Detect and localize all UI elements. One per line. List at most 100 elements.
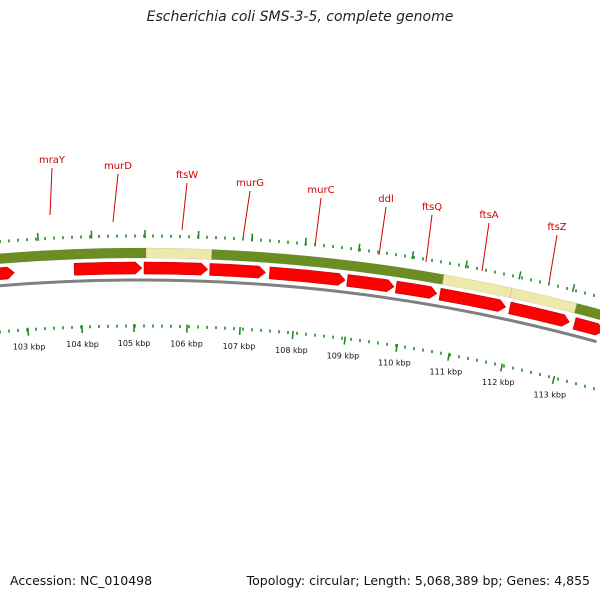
gene-leader-line [378,206,387,256]
cds-track [0,247,600,321]
scale-dot [575,289,577,293]
scale-tick [571,283,576,293]
scale-dot [143,234,145,238]
scale-dot [359,248,361,252]
scale-dot [476,358,478,362]
scale-dot [98,325,100,329]
scale-dot [17,328,19,332]
gene-arrow [438,287,507,312]
scale-dot [431,258,433,262]
scale-dot [593,293,595,297]
scale-dot [53,326,55,330]
scale-dot [206,235,208,239]
scale-dot [377,341,379,345]
scale-dot [89,325,91,329]
scale-dot [341,246,343,250]
cds-segment [211,249,271,264]
gene-leader-line [242,190,251,239]
tick-labels: 103 kbp 104 kbp 105 kbp 106 kbp 107 kbp 108 k… [13,339,566,399]
scale-dot [350,337,352,341]
scale-dot [404,254,406,258]
scale-dot [395,253,397,257]
scale-dot [215,236,217,240]
gene-label: murG [236,178,264,189]
scale-dot [458,263,460,267]
scale-dot [197,325,199,329]
scale-dot [134,324,136,328]
scale-dot [116,324,118,328]
scale-dot [179,234,181,238]
cds-segment [145,247,213,260]
scale-dot [80,325,82,329]
scale-tick [251,233,254,242]
scale-dot [431,350,433,354]
scale-dot [134,234,136,238]
kbp-label: 110 kbp [378,359,411,368]
scale-dot [71,325,73,329]
scale-dot [125,234,127,238]
scale-dot [305,332,307,336]
kbp-label: 103 kbp [13,343,46,352]
scale-dot [152,324,154,328]
scale-dot [8,239,10,243]
gene-leader-line [49,167,53,216]
kbp-tick [343,336,347,345]
scale-dot [35,237,37,241]
scale-dot [179,324,181,328]
kbp-tick [395,343,399,352]
scale-dot [44,327,46,331]
scale-dot [467,265,469,269]
scale-dot [575,382,577,386]
gene-leader-line [314,197,322,247]
gene-arrow [572,317,600,336]
scale-dot [467,356,469,360]
scale-ticks [27,230,576,385]
scale-dot [341,336,343,340]
genome-summary-text: Topology: circular; Length: 5,068,389 bp… [246,573,590,588]
scale-dot [26,238,28,242]
scale-tick [518,271,522,280]
scale-dot [494,270,496,274]
scale-dot [368,340,370,344]
cds-segment [398,267,445,285]
scale-dot [170,234,172,238]
kbp-label: 111 kbp [430,367,463,376]
scale-dot [269,329,271,333]
scale-dot [143,324,145,328]
cds-segment [0,248,75,264]
scale-dot [584,291,586,295]
scale-dot [215,326,217,330]
kbp-tick [291,330,294,340]
scale-dot [512,274,514,278]
gene-label: murC [307,185,334,196]
scale-dot [0,240,1,244]
scale-dot [251,328,253,332]
scale-dot [458,355,460,359]
scale-dot [170,324,172,328]
gene-label: ftsQ [422,202,442,213]
scale-dot [395,344,397,348]
kbp-label: 113 kbp [533,390,566,399]
backbone [0,278,597,344]
scale-dot [422,348,424,352]
scale-dot [0,330,1,334]
kbp-tick [27,327,30,336]
kbp-label: 105 kbp [118,339,151,348]
scale-dot [260,328,262,332]
scale-dot [476,266,478,270]
gene-arrow [209,263,266,279]
scale-dot [80,235,82,239]
scale-dot [296,331,298,335]
scale-dot [548,375,550,379]
scale-dot [566,379,568,383]
scale-dot [386,342,388,346]
scale-dot [539,372,541,376]
scale-dot [296,241,298,245]
gene-label: ftsA [479,210,498,221]
scale-dot [8,329,10,333]
scale-dot [161,234,163,238]
scale-dot [530,278,532,282]
gene-leader-line [181,182,188,231]
